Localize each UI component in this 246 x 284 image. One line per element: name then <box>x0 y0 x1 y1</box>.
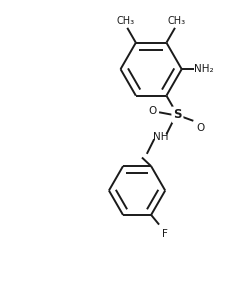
Text: F: F <box>162 229 168 239</box>
Text: S: S <box>173 108 182 121</box>
Text: NH: NH <box>153 132 168 142</box>
Text: CH₃: CH₃ <box>167 16 185 26</box>
Text: NH₂: NH₂ <box>194 64 214 74</box>
Text: CH₃: CH₃ <box>117 16 135 26</box>
Text: O: O <box>148 106 157 116</box>
Text: O: O <box>197 123 205 133</box>
